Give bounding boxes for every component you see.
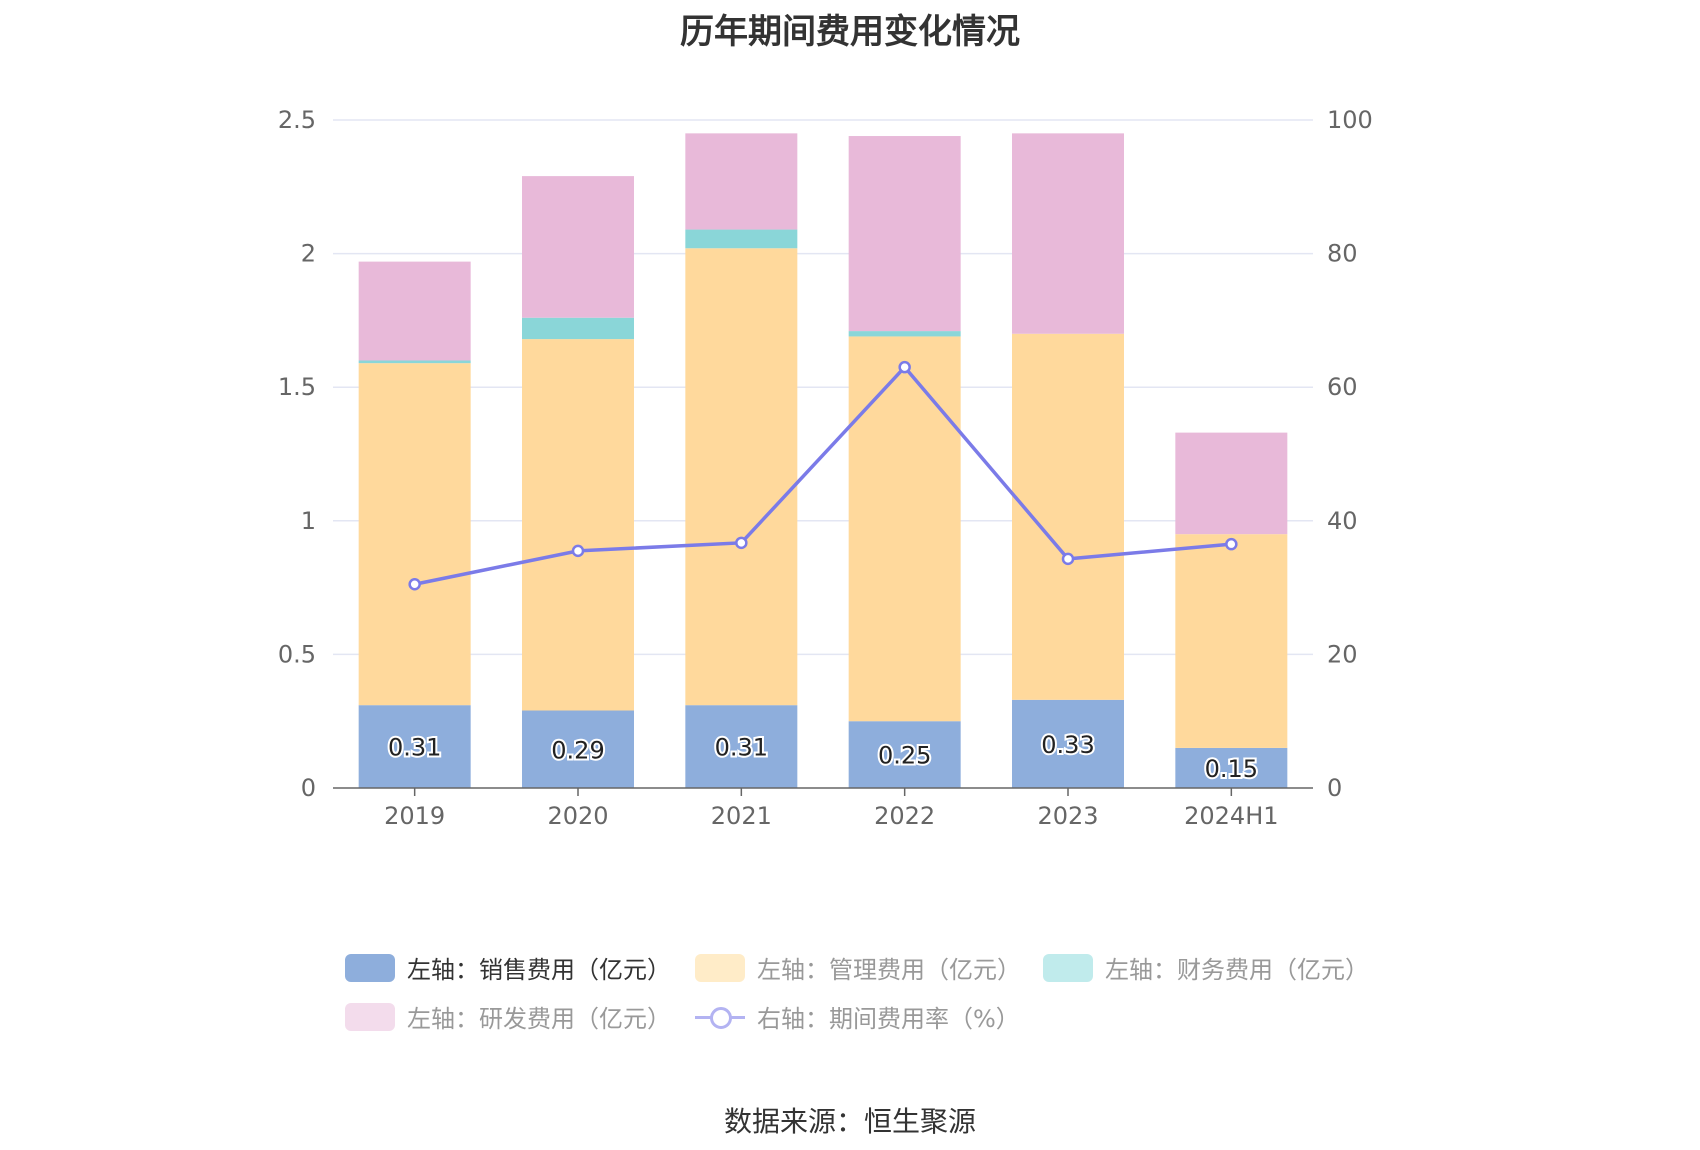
y-left-tick-label: 2.5 (278, 106, 316, 134)
bar-segment (358, 705, 471, 788)
legend-label-finance: 左轴：财务费用（亿元） (1105, 956, 1369, 984)
x-tick-label: 2024H1 (1184, 802, 1278, 830)
data-label: 0.33 (1041, 731, 1094, 759)
rate-point (898, 360, 911, 374)
data-label: 0.15 (1205, 755, 1258, 783)
legend-item-sales[interactable]: 左轴：销售费用（亿元） (345, 950, 671, 985)
legend-label-admin: 左轴：管理费用（亿元） (757, 956, 1021, 984)
rate-point (1061, 552, 1075, 566)
legend-item-rnd[interactable]: 左轴：研发费用（亿元） (345, 999, 671, 1034)
bar-segment (685, 705, 798, 788)
legend-label-rate: 右轴：期间费用率（%） (757, 1005, 1020, 1033)
bar-segment (848, 136, 961, 332)
y-right-tick-label: 100 (1327, 106, 1373, 134)
y-right-tick-label: 0 (1327, 774, 1342, 802)
x-tick-label: 2022 (874, 802, 935, 830)
x-tick-label: 2019 (384, 802, 445, 830)
data-label: 0.31 (388, 734, 441, 762)
bar-segment (1012, 133, 1124, 334)
bar-segment (1012, 333, 1124, 700)
y-right-tick-label: 20 (1327, 640, 1358, 668)
legend-label-sales: 左轴：销售费用（亿元） (407, 956, 671, 984)
bar-segment (358, 360, 471, 364)
bar-segment (848, 331, 961, 337)
bar-segment (848, 336, 961, 722)
bar-segment (1012, 699, 1124, 788)
x-tick-label: 2023 (1037, 802, 1098, 830)
bar-segment (358, 261, 471, 361)
y-left-tick-label: 1 (301, 507, 316, 535)
bar-segment (685, 133, 798, 230)
rate-line (414, 364, 1232, 586)
legend-swatch-rnd (345, 1002, 395, 1031)
y-right-tick-label: 40 (1327, 507, 1358, 535)
legend-line-rate-icon (695, 1003, 745, 1031)
bar-segment (848, 721, 961, 788)
bar-segment (358, 363, 471, 706)
legend-label-rnd: 左轴：研发费用（亿元） (407, 1005, 671, 1033)
bar-segment (522, 339, 634, 711)
bar-segment (1175, 534, 1288, 748)
data-label: 0.25 (878, 742, 931, 770)
bar-segment (1175, 747, 1288, 788)
bar-segment (685, 229, 798, 249)
y-right-tick-label: 80 (1327, 240, 1358, 268)
x-tick-label: 2020 (547, 802, 608, 830)
rate-point (1225, 537, 1238, 551)
bar-segment (522, 710, 634, 788)
data-source: 数据来源：恒生聚源 (723, 1105, 976, 1138)
x-tick-label: 2021 (711, 802, 772, 830)
y-left-tick-label: 0.5 (278, 640, 316, 668)
rate-point (735, 536, 748, 550)
legend-item-finance[interactable]: 左轴：财务费用（亿元） (1043, 950, 1369, 985)
y-left-tick-label: 1.5 (278, 373, 316, 401)
bar-segment (1175, 432, 1288, 535)
bar-segment (522, 176, 634, 318)
y-right-tick-label: 60 (1327, 373, 1358, 401)
chart-title: 历年期间费用变化情况 (680, 12, 1020, 52)
legend-item-rate[interactable]: 右轴：期间费用率（%） (695, 999, 1020, 1034)
legend-swatch-finance (1043, 953, 1093, 982)
rate-point (571, 544, 585, 558)
bar-segment (685, 248, 798, 706)
legend-swatch-admin (695, 953, 745, 982)
data-label: 0.31 (715, 734, 768, 762)
y-left-tick-label: 0 (301, 774, 316, 802)
y-left-tick-label: 2 (301, 240, 316, 268)
legend-swatch-sales (345, 953, 395, 982)
data-label: 0.29 (551, 736, 604, 764)
rate-point (408, 578, 421, 591)
bar-segment (522, 317, 634, 340)
legend-item-admin[interactable]: 左轴：管理费用（亿元） (695, 950, 1021, 985)
